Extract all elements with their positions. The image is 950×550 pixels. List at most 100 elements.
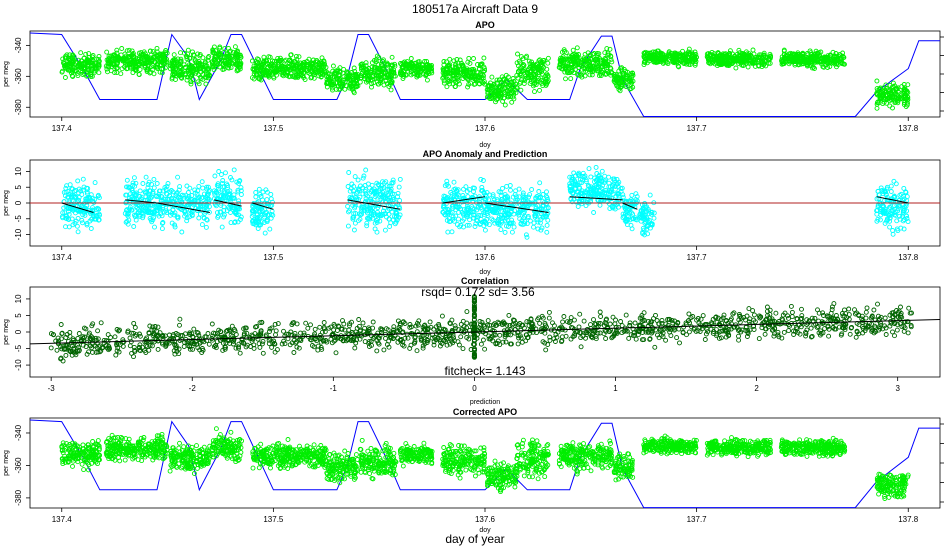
x-axis-label-anomaly: doy [479, 269, 491, 276]
data-point-apo [124, 66, 130, 72]
data-point-apo [118, 71, 124, 77]
data-point-apo [185, 74, 191, 80]
data-point-anomaly [74, 223, 80, 229]
data-point-anomaly [131, 224, 137, 229]
data-point-apo [201, 67, 207, 73]
data-point-apo [217, 45, 223, 51]
data-point-apo [286, 74, 292, 80]
data-point-anomaly [75, 178, 81, 184]
data-point-apo [162, 65, 168, 71]
data-point-apo [570, 47, 576, 53]
data-point-apo [159, 59, 165, 65]
data-point-apo [232, 44, 238, 50]
data-point-apo [177, 59, 183, 64]
data-point-anomaly [599, 168, 605, 174]
data-point-apo [532, 89, 537, 95]
data-point-apo [170, 69, 176, 74]
data-point-apo [114, 50, 120, 56]
data-point-apo [249, 58, 255, 64]
data-point-apo [155, 52, 161, 58]
data-point-anomaly [179, 229, 185, 235]
data-point-apo [62, 75, 68, 80]
data-point-apo [568, 76, 574, 82]
data-point-apo [144, 66, 150, 72]
data-point-apo [148, 52, 154, 58]
altitude-line-apo [29, 32, 940, 117]
data-point-apo [137, 67, 143, 72]
data-point-apo [150, 62, 156, 68]
data-point-apo [67, 57, 72, 63]
points-layer-anomaly [59, 164, 911, 240]
data-point-anomaly [509, 229, 515, 235]
data-point-anomaly [75, 229, 81, 235]
data-point-anomaly [575, 204, 581, 209]
data-point-apo [197, 52, 203, 58]
data-point-apo [60, 56, 66, 62]
data-point-anomaly [355, 177, 361, 183]
data-point-apo [521, 81, 527, 86]
data-point-apo [217, 51, 222, 57]
data-point-apo [228, 48, 233, 54]
data-point-apo [81, 55, 87, 61]
data-point-apo [157, 69, 163, 75]
data-point-apo [143, 55, 149, 61]
data-point-apo [238, 54, 244, 60]
data-point-apo [191, 53, 197, 58]
data-point-apo [222, 60, 228, 66]
data-point-anomaly [196, 183, 202, 189]
data-point-apo [192, 63, 198, 69]
data-point-apo [481, 55, 487, 61]
data-point-apo [264, 58, 270, 64]
data-point-apo [197, 74, 203, 80]
data-point-apo [88, 72, 94, 78]
data-point-anomaly [223, 170, 228, 176]
data-point-apo [502, 102, 508, 108]
data-point-anomaly [445, 229, 451, 235]
data-point-apo [112, 70, 117, 75]
data-point-apo [211, 67, 217, 73]
data-point-apo [167, 62, 173, 68]
data-point-apo [170, 66, 176, 72]
data-point-anomaly [449, 229, 455, 235]
y-axis-label-anomaly: per meg [3, 190, 10, 216]
data-point-anomaly [593, 164, 599, 170]
data-point-apo [179, 71, 185, 77]
data-point-anomaly [451, 179, 457, 185]
data-point-apo [130, 51, 136, 56]
data-point-anomaly [887, 224, 893, 230]
data-point-apo [357, 79, 363, 85]
data-point-anomaly [397, 176, 403, 182]
data-point-apo [408, 56, 414, 61]
data-point-apo [736, 47, 742, 53]
data-point-apo [59, 69, 65, 75]
data-point-apo [210, 64, 216, 70]
data-point-anomaly [482, 227, 488, 233]
data-point-anomaly [498, 227, 504, 233]
data-point-apo [147, 70, 153, 76]
data-point-apo [106, 56, 112, 62]
data-point-apo [205, 71, 211, 77]
data-point-apo [206, 72, 212, 78]
data-point-apo [188, 67, 194, 73]
data-point-anomaly [500, 185, 505, 191]
data-point-apo [750, 47, 756, 53]
data-point-apo [193, 70, 199, 76]
data-point-apo [204, 63, 210, 69]
data-point-apo [162, 56, 168, 62]
data-point-apo [140, 52, 146, 58]
data-point-apo [160, 52, 166, 57]
data-point-apo [83, 51, 89, 57]
y-tick-label-apo: -360 [14, 68, 23, 85]
data-point-apo [66, 55, 72, 61]
data-point-anomaly [893, 181, 899, 187]
data-point-anomaly [523, 232, 529, 238]
data-point-apo [309, 62, 315, 67]
data-point-apo [148, 69, 154, 75]
data-point-anomaly [199, 222, 205, 228]
data-point-apo [237, 61, 243, 67]
data-point-anomaly [647, 192, 653, 198]
data-point-anomaly [184, 183, 190, 189]
data-point-anomaly [456, 216, 461, 222]
data-point-anomaly [352, 174, 358, 180]
